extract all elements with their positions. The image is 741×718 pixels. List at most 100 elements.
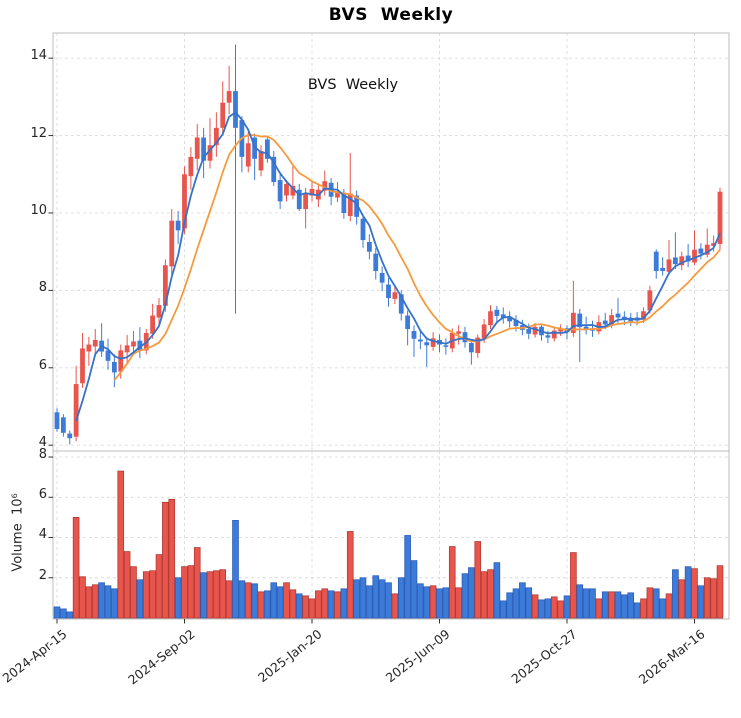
candle-body — [443, 345, 449, 347]
volume-bar — [123, 551, 131, 619]
volume-bar — [295, 593, 303, 619]
candle-body — [233, 91, 238, 128]
candle-body — [692, 249, 697, 263]
volume-bar — [359, 577, 367, 619]
volume-bar — [327, 590, 335, 619]
candle-body — [545, 335, 551, 338]
candle-body — [354, 195, 360, 217]
volume-bar — [512, 588, 520, 619]
volume-bar — [519, 582, 526, 619]
candle-body — [500, 314, 506, 319]
candle-body — [583, 326, 589, 330]
candle-body — [366, 242, 372, 252]
volume-bar — [60, 608, 67, 619]
candle-body — [685, 255, 691, 262]
chart-annotation: BVS Weekly — [307, 77, 399, 93]
volume-bar — [174, 577, 182, 619]
candle-body — [532, 326, 538, 335]
volume-bar — [672, 569, 679, 619]
candle-body — [201, 137, 207, 161]
candle-body — [111, 361, 117, 373]
volume-bar — [633, 602, 641, 619]
volume-bar — [264, 590, 271, 619]
volume-bar — [506, 592, 513, 619]
candle-body — [570, 312, 576, 333]
candle-body — [80, 348, 85, 384]
volume-bar — [410, 560, 418, 619]
volume-bar — [480, 571, 488, 619]
candle-body — [137, 340, 143, 351]
volume-bar — [302, 595, 309, 619]
volume-bar — [155, 554, 163, 619]
volume-bar — [582, 588, 590, 619]
candle-body — [341, 192, 347, 213]
price-axis-tick-label: 10 — [30, 203, 47, 218]
price-panel-border — [52, 32, 730, 452]
candle-body — [577, 313, 583, 328]
volume-bar — [397, 577, 405, 619]
volume-bar — [423, 586, 431, 619]
volume-bar — [213, 570, 220, 619]
volume-bar — [244, 582, 252, 619]
volume-bar — [206, 571, 214, 619]
volume-bar — [697, 585, 705, 619]
candle-body — [86, 344, 92, 352]
candle-body — [175, 220, 181, 231]
volume-bar — [538, 599, 545, 619]
candle-body — [131, 341, 136, 347]
candle-body — [162, 265, 168, 306]
volume-bar — [563, 595, 571, 619]
candle-body — [468, 343, 474, 353]
candle-body — [526, 329, 532, 334]
volume-bar — [200, 572, 207, 619]
volume-bar — [111, 588, 118, 619]
volume-bar — [493, 562, 501, 619]
volume-bar — [429, 585, 437, 619]
candle-body — [207, 145, 213, 161]
candle-body — [277, 180, 283, 202]
volume-bar — [621, 594, 628, 619]
candle-body — [335, 191, 340, 198]
candle-body — [156, 305, 162, 318]
candle-body — [405, 315, 411, 330]
candle-body — [704, 244, 710, 255]
volume-bar — [346, 531, 354, 619]
volume-panel-border — [52, 450, 730, 620]
candle-body — [398, 294, 404, 314]
volume-bar — [130, 566, 137, 619]
volume-bar — [684, 566, 692, 619]
volume-bar — [79, 576, 86, 619]
price-axis-tick-label: 12 — [30, 126, 47, 141]
candle-body — [494, 309, 500, 316]
candle-body — [513, 319, 519, 326]
volume-bar — [334, 591, 341, 619]
volume-bar — [703, 577, 711, 619]
volume-bar — [640, 598, 647, 619]
volume-bar — [455, 587, 462, 619]
candle-body — [105, 350, 111, 361]
volume-bar — [142, 571, 150, 619]
candle-body — [124, 345, 130, 353]
candle-body — [462, 332, 468, 343]
candle-body — [602, 320, 608, 325]
candle-body — [213, 127, 219, 146]
fast-moving-average-line — [75, 111, 721, 422]
candle-body — [386, 284, 391, 299]
candle-body — [551, 330, 557, 339]
candle-body — [252, 137, 258, 159]
candle-body — [711, 243, 717, 246]
volume-bar — [391, 593, 399, 619]
volume-bar — [557, 600, 564, 619]
candle-body — [182, 174, 187, 229]
volume-bar — [652, 588, 660, 619]
candle-body — [481, 324, 487, 339]
volume-bar — [499, 600, 507, 619]
candle-body — [507, 316, 513, 322]
candle-body — [290, 185, 296, 196]
volume-bar — [678, 579, 686, 619]
volume-axis-tick-label: 2 — [38, 568, 47, 583]
candle-body — [73, 384, 79, 437]
candle-body — [641, 311, 646, 320]
candle-body — [609, 315, 615, 326]
